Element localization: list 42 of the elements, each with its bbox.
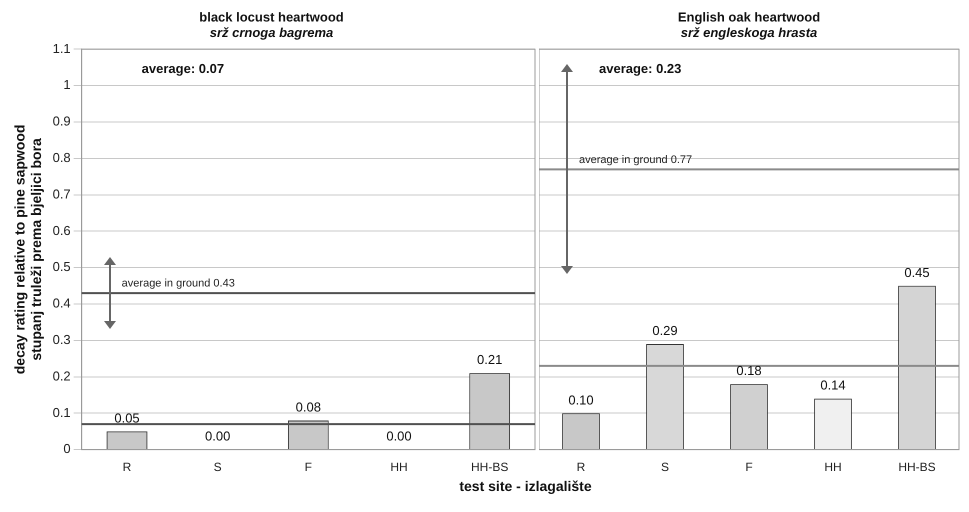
data-label: 0.10 [568,392,594,408]
x-tick-label: R [576,460,586,474]
y-tick-label: 1 [63,77,71,92]
x-tick-label: R [122,460,132,474]
annotation: average: 0.07 [142,60,224,76]
ref-line-label: average in ground 0.43 [122,278,235,290]
x-axis-title: test site - izlagalište [458,478,593,494]
x-tick-label: HH [390,460,408,474]
y-tick-label: 0.9 [52,114,71,129]
x-tick-label: S [660,460,670,474]
annotation: average: 0.23 [599,60,682,76]
data-label: 0.00 [386,428,412,444]
x-tick-label: F [304,460,312,474]
data-label: 0.08 [296,400,321,415]
x-tick-label: HH-BS [470,460,508,474]
data-label: 0.05 [114,410,140,426]
data-label: 0.14 [820,378,846,393]
y-tick-label: 0.2 [52,368,71,384]
ref-line-label: average in ground 0.77 [579,154,692,166]
y-tick-label: 1.1 [52,40,71,56]
y-tick-label: 0.1 [52,404,71,420]
chart-title: black locust heartwood [199,9,344,24]
y-tick-label: 0 [63,441,71,456]
data-label: 0.29 [652,323,678,338]
x-tick-label: F [745,460,753,474]
chart-subtitle: srž crnoga bagrema [210,24,334,40]
chart-subtitle: srž engleskoga hrasta [680,24,818,40]
chart-title: English oak heartwood [678,9,820,24]
y-tick-label: 0.3 [52,332,71,347]
y-tick-label: 0.4 [52,296,71,311]
data-label: 0.00 [205,428,230,444]
x-tick-label: HH [824,460,842,474]
y-axis-title: decay rating relative to pine sapwood stupanj truleži prema bjeljici bora [11,124,44,374]
y-tick-label: 0.5 [52,259,71,274]
data-label: 0.45 [904,264,930,280]
x-tick-label: HH-BS [898,460,936,474]
y-tick-label: 0.6 [52,222,71,238]
data-label: 0.18 [736,363,762,378]
y-tick-label: 0.8 [52,150,71,165]
data-label: 0.21 [477,352,502,368]
x-tick-label: S [214,460,222,474]
y-tick-label: 0.7 [52,186,71,202]
